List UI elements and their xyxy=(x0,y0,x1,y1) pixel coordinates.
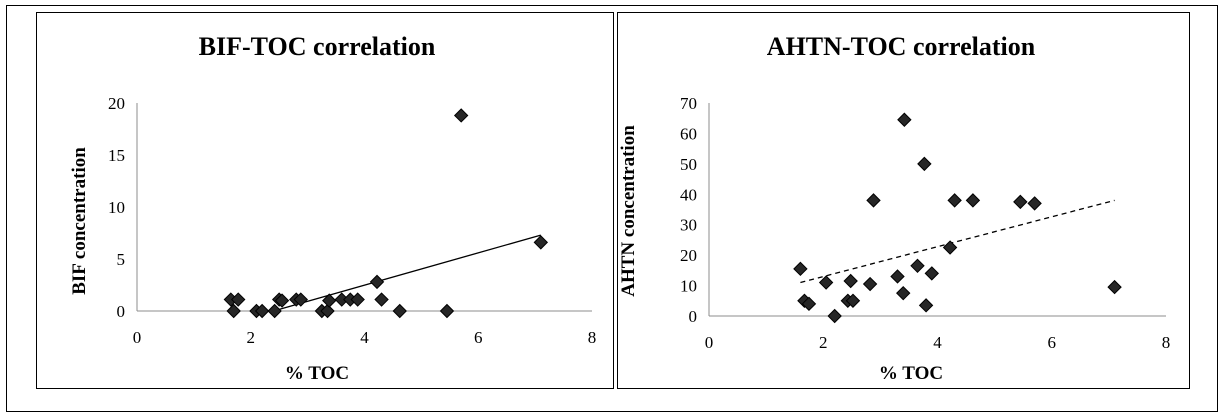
chart-title: BIF-TOC correlation xyxy=(199,32,436,61)
x-tick-label: 8 xyxy=(588,328,597,347)
data-point xyxy=(801,296,817,312)
y-tick-label: 10 xyxy=(680,277,697,296)
data-point xyxy=(350,292,365,307)
data-point xyxy=(533,235,549,250)
y-tick-label: 30 xyxy=(680,216,697,235)
y-tick-label: 50 xyxy=(680,155,697,174)
data-point xyxy=(827,308,842,324)
data-point xyxy=(942,240,958,255)
data-point xyxy=(322,293,337,308)
data-point xyxy=(917,156,932,172)
data-point xyxy=(896,285,911,301)
y-tick-label: 70 xyxy=(680,94,697,113)
data-point xyxy=(862,276,878,292)
y-tick-label: 15 xyxy=(108,146,125,165)
y-tick-label: 0 xyxy=(689,307,698,326)
x-tick-label: 2 xyxy=(247,328,256,347)
y-tick-label: 60 xyxy=(680,124,697,143)
data-point xyxy=(818,275,834,290)
data-point xyxy=(918,298,934,313)
data-point xyxy=(845,293,861,308)
chart-panel-ahtn: AHTN-TOC correlation AHTN concentration … xyxy=(617,12,1190,389)
data-point xyxy=(392,303,407,319)
data-point xyxy=(910,258,925,273)
data-point xyxy=(267,303,282,319)
data-point xyxy=(439,303,455,319)
data-point xyxy=(1027,196,1042,211)
data-point xyxy=(1013,194,1028,210)
y-axis-title: AHTN concentration xyxy=(618,125,639,297)
data-point xyxy=(254,303,270,319)
data-point xyxy=(320,303,335,319)
data-point xyxy=(924,266,939,281)
figure-frame xyxy=(6,5,1218,412)
x-tick-label: 4 xyxy=(933,333,942,352)
x-tick-label: 6 xyxy=(1048,333,1057,352)
y-tick-label: 10 xyxy=(108,198,125,217)
data-point xyxy=(890,269,905,284)
x-tick-label: 6 xyxy=(474,328,483,347)
data-point xyxy=(374,292,389,307)
y-axis-title: BIF concentration xyxy=(69,147,90,295)
data-point xyxy=(293,292,309,307)
data-point xyxy=(369,274,385,290)
trendline xyxy=(273,234,541,312)
trendline xyxy=(800,199,1115,284)
ahtn-toc-chart: AHTN-TOC correlation AHTN concentration … xyxy=(618,32,1171,384)
y-tick-label: 20 xyxy=(680,246,697,265)
x-axis-title: % TOC xyxy=(285,363,349,384)
x-tick-label: 2 xyxy=(819,333,828,352)
y-tick-label: 0 xyxy=(117,302,126,321)
data-point xyxy=(866,193,881,208)
data-point xyxy=(897,112,912,127)
chart-title: AHTN-TOC correlation xyxy=(767,32,1036,61)
data-point xyxy=(453,108,469,123)
data-point xyxy=(274,293,290,308)
data-point xyxy=(1107,279,1122,295)
x-tick-label: 4 xyxy=(360,328,369,347)
y-tick-label: 5 xyxy=(117,250,126,269)
chart-panel-bif: BIF-TOC correlation % TOC BIF concentrat… xyxy=(36,12,614,389)
y-tick-label: 20 xyxy=(108,94,125,113)
x-tick-label: 0 xyxy=(705,333,714,352)
x-tick-label: 0 xyxy=(133,328,142,347)
y-tick-label: 40 xyxy=(680,185,697,204)
data-point xyxy=(793,261,808,277)
x-axis-title: % TOC xyxy=(879,363,943,384)
x-tick-label: 8 xyxy=(1162,333,1171,352)
data-point xyxy=(843,273,858,289)
data-point xyxy=(965,193,981,208)
data-point xyxy=(226,303,241,319)
data-point xyxy=(231,292,246,307)
bif-toc-chart: BIF-TOC correlation % TOC BIF concentrat… xyxy=(69,32,597,384)
data-point xyxy=(947,193,962,208)
